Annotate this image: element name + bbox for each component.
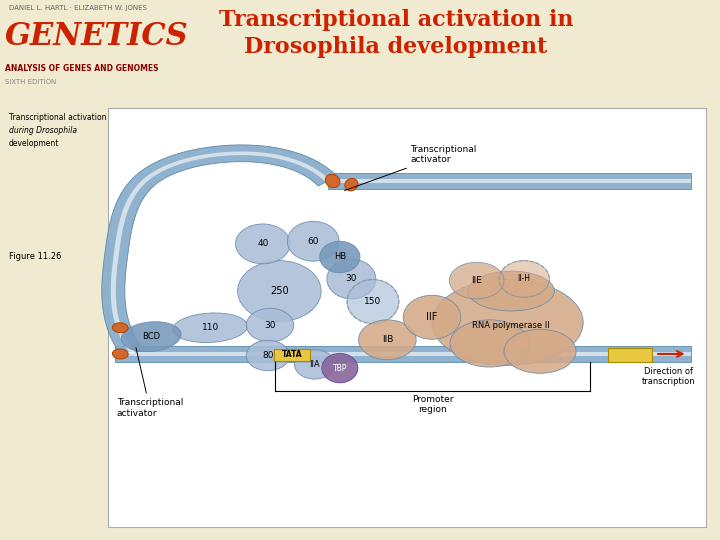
FancyBboxPatch shape (274, 349, 310, 361)
Text: IIA: IIA (310, 360, 320, 369)
Text: 40: 40 (257, 239, 269, 248)
Text: Transcriptional
activator: Transcriptional activator (345, 145, 477, 191)
Ellipse shape (327, 259, 376, 299)
Ellipse shape (359, 320, 416, 360)
Ellipse shape (112, 323, 128, 333)
Text: IIB: IIB (382, 335, 393, 345)
Text: Transcriptional activation: Transcriptional activation (9, 113, 106, 122)
Text: development: development (9, 139, 59, 148)
Ellipse shape (499, 261, 549, 298)
Ellipse shape (246, 340, 289, 370)
Ellipse shape (449, 262, 504, 299)
Ellipse shape (345, 178, 358, 191)
Text: 80: 80 (262, 351, 274, 360)
Polygon shape (115, 346, 691, 362)
Text: TATA: TATA (282, 350, 302, 360)
Text: HB: HB (333, 253, 346, 261)
Ellipse shape (468, 271, 554, 311)
Ellipse shape (403, 295, 461, 339)
Ellipse shape (121, 322, 181, 352)
Ellipse shape (294, 350, 335, 379)
Ellipse shape (235, 224, 290, 264)
Ellipse shape (112, 349, 128, 359)
Polygon shape (111, 151, 330, 355)
Ellipse shape (432, 280, 583, 366)
Ellipse shape (450, 320, 529, 367)
Text: during Drosophila: during Drosophila (9, 126, 76, 135)
Text: IIE: IIE (471, 276, 482, 285)
Text: ANALYSIS OF GENES AND GENOMES: ANALYSIS OF GENES AND GENOMES (5, 64, 158, 73)
Text: 60: 60 (307, 237, 319, 246)
Polygon shape (328, 173, 691, 189)
Polygon shape (102, 145, 337, 358)
Text: RNA polymerase II: RNA polymerase II (472, 321, 550, 329)
Ellipse shape (322, 353, 358, 383)
Text: Figure 11.26: Figure 11.26 (9, 252, 61, 261)
Text: Direction of
transcription: Direction of transcription (642, 367, 695, 387)
Text: 30: 30 (346, 274, 357, 284)
Polygon shape (328, 179, 691, 183)
Text: 150: 150 (364, 297, 382, 306)
Text: TBP: TBP (333, 363, 347, 373)
Polygon shape (115, 352, 691, 356)
Ellipse shape (287, 221, 339, 261)
Text: 30: 30 (264, 321, 276, 329)
FancyBboxPatch shape (108, 107, 706, 527)
Text: 110: 110 (202, 323, 219, 332)
Text: Transcriptional activation in
Drosophila development: Transcriptional activation in Drosophila… (219, 10, 573, 58)
Text: IIF: IIF (426, 312, 438, 322)
Ellipse shape (504, 329, 576, 373)
Ellipse shape (238, 261, 321, 321)
Ellipse shape (325, 174, 340, 188)
Ellipse shape (347, 280, 399, 323)
Text: GENETICS: GENETICS (5, 21, 189, 52)
Text: Transcriptional
activator: Transcriptional activator (117, 348, 183, 418)
Ellipse shape (320, 241, 360, 273)
Text: DANIEL L. HARTL · ELIZABETH W. JONES: DANIEL L. HARTL · ELIZABETH W. JONES (9, 5, 146, 11)
Ellipse shape (173, 313, 248, 342)
Text: 250: 250 (270, 286, 289, 296)
Text: BCD: BCD (142, 332, 161, 341)
Text: II-H: II-H (518, 274, 531, 284)
Text: SIXTH EDITION: SIXTH EDITION (5, 79, 56, 85)
Ellipse shape (246, 308, 294, 342)
FancyBboxPatch shape (608, 348, 652, 362)
Text: Promoter
region: Promoter region (412, 395, 454, 414)
